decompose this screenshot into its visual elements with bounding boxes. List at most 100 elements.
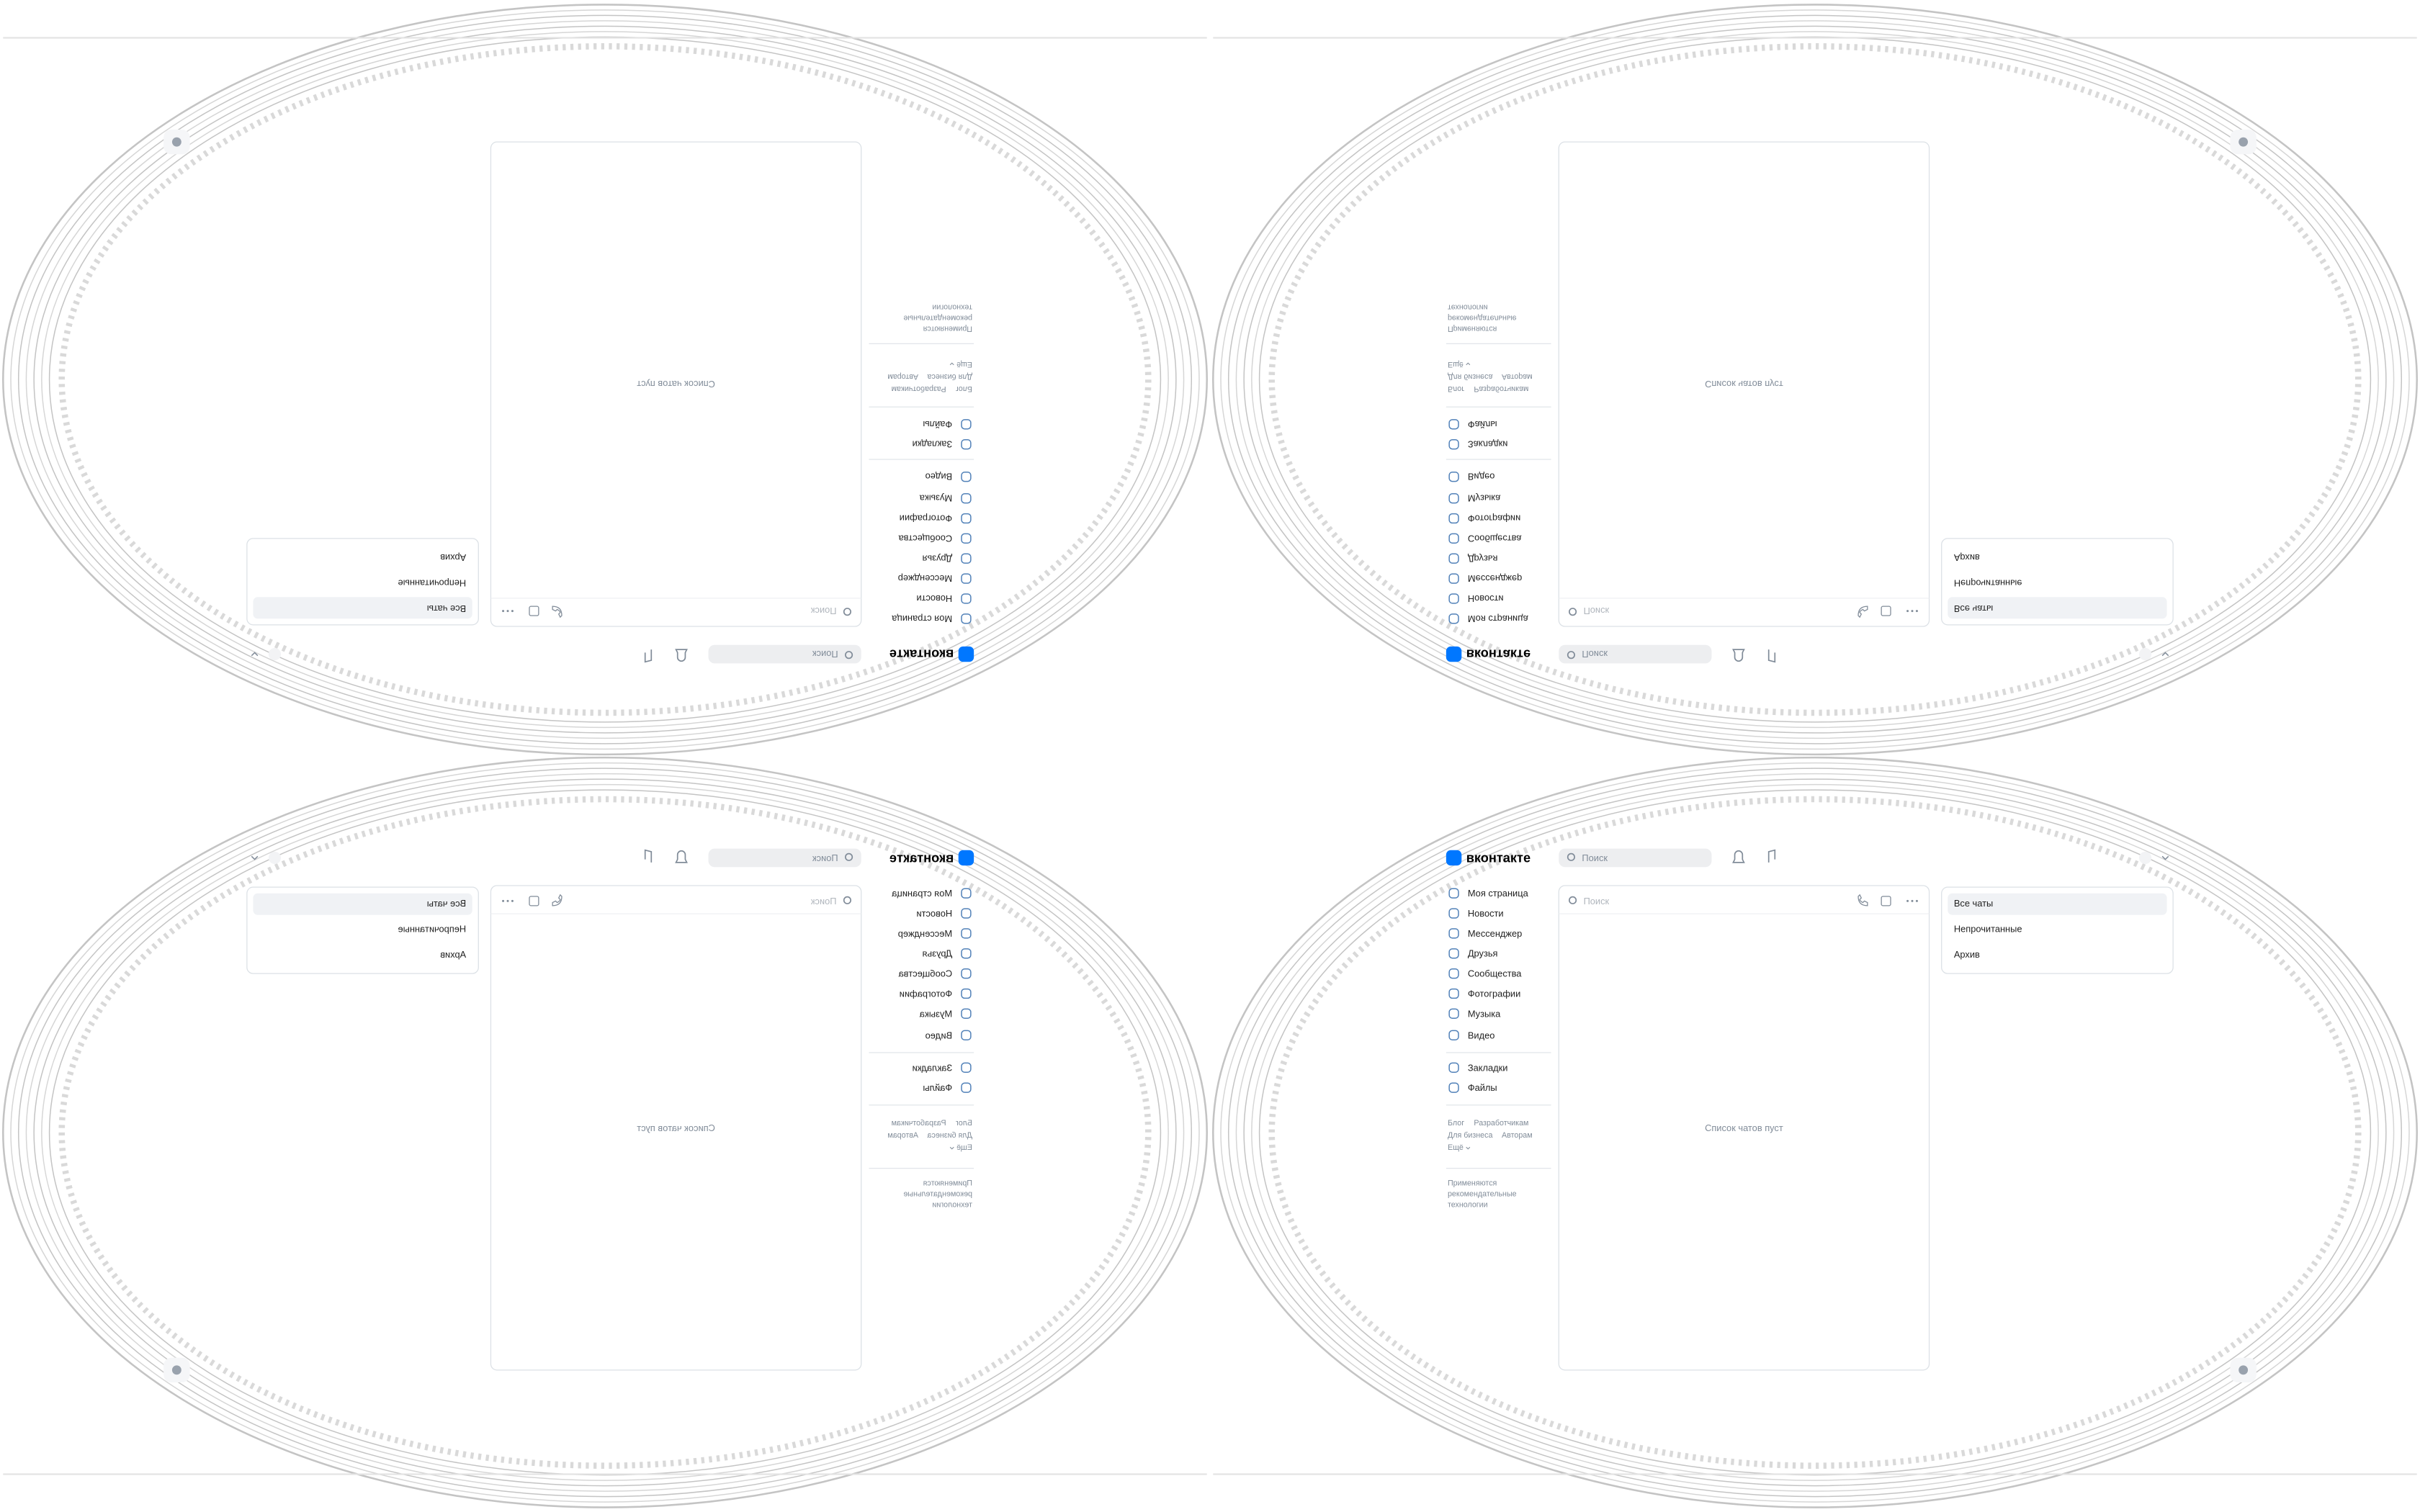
filter-item[interactable]: Все чаты bbox=[427, 603, 466, 614]
chat-search-placeholder[interactable]: Поиск bbox=[810, 606, 836, 616]
music-icon[interactable] bbox=[644, 649, 653, 663]
footer-link[interactable]: Авторам bbox=[887, 1131, 918, 1140]
search-box[interactable] bbox=[708, 644, 861, 664]
avatar[interactable] bbox=[268, 648, 281, 661]
call-icon[interactable] bbox=[1857, 606, 1868, 618]
nav-item[interactable]: Фотографии bbox=[900, 988, 952, 999]
footer-link[interactable]: Авторам bbox=[1502, 1131, 1533, 1140]
nav-item[interactable]: Мессенджер bbox=[1468, 928, 1522, 939]
nav-item[interactable]: Файлы bbox=[1468, 1082, 1497, 1093]
nav-item[interactable]: Закладки bbox=[913, 1062, 953, 1073]
nav-item[interactable]: Фотографии bbox=[1468, 513, 1520, 524]
nav-item[interactable]: Сообщества bbox=[1468, 533, 1522, 544]
bell-icon[interactable] bbox=[675, 649, 688, 662]
music-icon[interactable] bbox=[1767, 849, 1776, 863]
filter-item[interactable]: Непрочитанные bbox=[398, 923, 466, 934]
nav-item[interactable]: Музыка bbox=[919, 493, 952, 504]
nav-item[interactable]: Фотографии bbox=[1468, 988, 1520, 999]
nav-item[interactable]: Мессенджер bbox=[898, 573, 952, 584]
compose-icon[interactable] bbox=[1881, 896, 1891, 906]
nav-item[interactable]: Музыка bbox=[919, 1008, 952, 1019]
chat-search-placeholder[interactable]: Поиск bbox=[1584, 896, 1610, 906]
bell-icon[interactable] bbox=[1732, 649, 1745, 662]
call-icon[interactable] bbox=[1857, 894, 1868, 906]
footer-link[interactable]: Ещё bbox=[1448, 360, 1464, 369]
search-box[interactable] bbox=[708, 848, 861, 868]
nav-item[interactable]: Сообщества bbox=[898, 533, 952, 544]
nav-item[interactable]: Фотографии bbox=[900, 513, 952, 524]
nav-item[interactable]: Файлы bbox=[923, 1082, 952, 1093]
compose-icon[interactable] bbox=[1881, 606, 1891, 616]
footer-link[interactable]: Для бизнеса bbox=[1448, 1131, 1492, 1140]
nav-item[interactable]: Мессенджер bbox=[898, 928, 952, 939]
avatar[interactable] bbox=[2139, 851, 2152, 864]
filter-item[interactable]: Архив bbox=[1954, 949, 1980, 960]
nav-item[interactable]: Видео bbox=[1468, 1030, 1495, 1040]
bell-icon[interactable] bbox=[1732, 850, 1745, 863]
filter-item[interactable]: Непрочитанные bbox=[398, 578, 466, 589]
footer-link[interactable]: Разработчикам bbox=[1474, 1119, 1528, 1128]
music-icon[interactable] bbox=[644, 849, 653, 863]
footer-link[interactable]: Авторам bbox=[1502, 372, 1533, 381]
nav-item[interactable]: Закладки bbox=[1468, 439, 1508, 450]
nav-item[interactable]: Видео bbox=[926, 1030, 953, 1040]
nav-item[interactable]: Новости bbox=[916, 908, 952, 919]
nav-item[interactable]: Моя страница bbox=[1468, 888, 1529, 899]
nav-item[interactable]: Друзья bbox=[922, 553, 952, 564]
nav-item[interactable]: Видео bbox=[1468, 472, 1495, 482]
nav-item[interactable]: Друзья bbox=[1468, 553, 1498, 564]
call-icon[interactable] bbox=[552, 606, 563, 618]
nav-item[interactable]: Моя страница bbox=[891, 613, 952, 624]
music-icon[interactable] bbox=[1767, 649, 1776, 663]
footer-link[interactable]: Ещё bbox=[956, 1143, 972, 1152]
footer-link[interactable]: Разработчикам bbox=[892, 384, 946, 393]
footer-link[interactable]: Для бизнеса bbox=[928, 372, 972, 381]
nav-item[interactable]: Мессенджер bbox=[1468, 573, 1522, 584]
footer-link[interactable]: Ещё bbox=[956, 360, 972, 369]
avatar[interactable] bbox=[2139, 648, 2152, 661]
filter-item[interactable]: Непрочитанные bbox=[1954, 923, 2022, 934]
nav-item[interactable]: Сообщества bbox=[1468, 968, 1522, 979]
nav-item[interactable]: Файлы bbox=[923, 419, 952, 430]
footer-link[interactable]: Разработчикам bbox=[892, 1119, 946, 1128]
filter-item[interactable]: Все чаты bbox=[1954, 898, 1993, 909]
nav-item[interactable]: Закладки bbox=[1468, 1062, 1508, 1073]
footer-link[interactable]: Авторам bbox=[887, 372, 918, 381]
compose-icon[interactable] bbox=[529, 896, 539, 906]
footer-link[interactable]: Разработчикам bbox=[1474, 384, 1528, 393]
footer-link[interactable]: Блог bbox=[956, 1119, 972, 1128]
nav-item[interactable]: Сообщества bbox=[898, 968, 952, 979]
nav-item[interactable]: Новости bbox=[916, 593, 952, 604]
chat-search-placeholder[interactable]: Поиск bbox=[810, 896, 836, 906]
nav-item[interactable]: Музыка bbox=[1468, 493, 1501, 504]
footer-link[interactable]: Для бизнеса bbox=[1448, 372, 1492, 381]
filter-item[interactable]: Непрочитанные bbox=[1954, 578, 2022, 589]
nav-item[interactable]: Моя страница bbox=[1468, 613, 1529, 624]
nav-item[interactable]: Музыка bbox=[1468, 1008, 1501, 1019]
avatar[interactable] bbox=[268, 851, 281, 864]
nav-item[interactable]: Моя страница bbox=[891, 888, 952, 899]
chat-search-placeholder[interactable]: Поиск bbox=[1584, 606, 1610, 616]
search-box[interactable] bbox=[1559, 848, 1712, 868]
filter-item[interactable]: Архив bbox=[440, 552, 466, 563]
filter-item[interactable]: Все чаты bbox=[1954, 603, 1993, 614]
filter-item[interactable]: Все чаты bbox=[427, 898, 466, 909]
footer-link[interactable]: Блог bbox=[1448, 384, 1464, 393]
nav-item[interactable]: Новости bbox=[1468, 593, 1504, 604]
nav-item[interactable]: Друзья bbox=[922, 948, 952, 959]
bell-icon[interactable] bbox=[675, 850, 688, 863]
search-box[interactable] bbox=[1559, 644, 1712, 664]
footer-link[interactable]: Ещё bbox=[1448, 1143, 1464, 1152]
nav-item[interactable]: Закладки bbox=[913, 439, 953, 450]
footer-link[interactable]: Блог bbox=[1448, 1119, 1464, 1128]
nav-item[interactable]: Новости bbox=[1468, 908, 1504, 919]
filter-item[interactable]: Архив bbox=[440, 949, 466, 960]
footer-link[interactable]: Блог bbox=[956, 384, 972, 393]
nav-item[interactable]: Видео bbox=[926, 472, 953, 482]
call-icon[interactable] bbox=[552, 894, 563, 906]
filter-item[interactable]: Архив bbox=[1954, 552, 1980, 563]
nav-item[interactable]: Файлы bbox=[1468, 419, 1497, 430]
footer-link[interactable]: Для бизнеса bbox=[928, 1131, 972, 1140]
nav-item[interactable]: Друзья bbox=[1468, 948, 1498, 959]
compose-icon[interactable] bbox=[529, 606, 539, 616]
